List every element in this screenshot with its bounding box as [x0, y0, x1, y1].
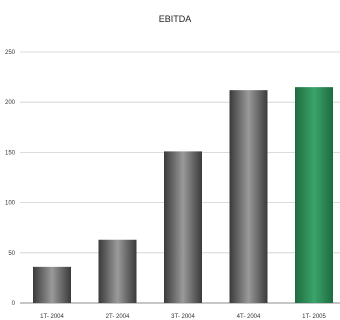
- bar-1t-2004: [33, 266, 71, 303]
- bar-2t-2004: [98, 239, 137, 303]
- bar-3t-2004: [164, 151, 202, 303]
- x-tick-label: 1T- 2005: [302, 314, 326, 320]
- y-tick-label: 0: [12, 301, 16, 307]
- y-tick-label: 250: [5, 50, 16, 56]
- x-axis-ticks: 1T- 2004 2T- 2004 3T- 2004 4T- 2004 1T- 2005: [40, 314, 326, 320]
- y-tick-label: 200: [5, 100, 16, 106]
- y-tick-label: 50: [8, 251, 15, 257]
- x-tick-label: 2T- 2004: [106, 314, 130, 320]
- y-tick-label: 100: [5, 201, 16, 207]
- chart-title: EBITDA: [159, 14, 192, 24]
- y-axis-ticks: 0 50 100 150 200 250: [5, 50, 16, 307]
- bars: [33, 87, 333, 303]
- y-tick-label: 150: [5, 150, 16, 156]
- x-tick-label: 3T- 2004: [171, 314, 195, 320]
- bar-1t-2005: [295, 87, 333, 303]
- x-tick-label: 1T- 2004: [40, 314, 64, 320]
- x-tick-label: 4T- 2004: [237, 314, 261, 320]
- bar-4t-2004: [229, 90, 268, 303]
